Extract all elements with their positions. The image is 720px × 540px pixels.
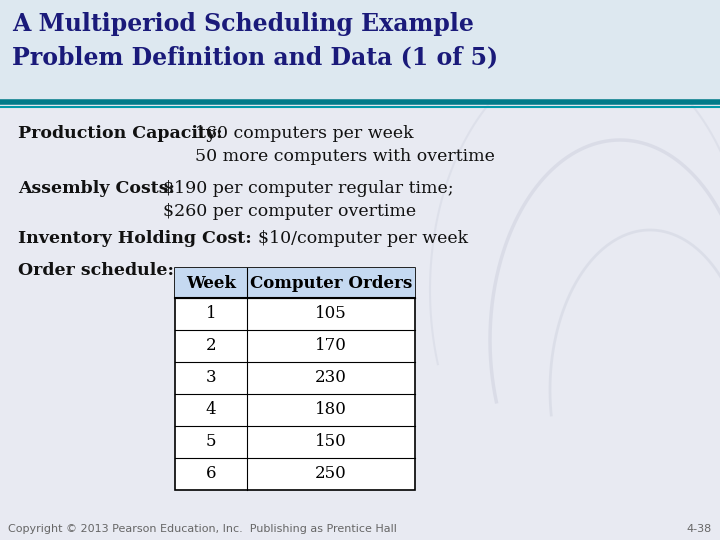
Text: 105: 105 [315, 306, 347, 322]
Text: 6: 6 [206, 465, 216, 483]
Text: 2: 2 [206, 338, 216, 354]
Text: 4-38: 4-38 [687, 524, 712, 534]
Text: 50 more computers with overtime: 50 more computers with overtime [195, 148, 495, 165]
Text: A Multiperiod Scheduling Example: A Multiperiod Scheduling Example [12, 12, 474, 36]
Text: 150: 150 [315, 434, 347, 450]
Text: 160 computers per week: 160 computers per week [195, 125, 413, 142]
Text: 4: 4 [206, 402, 216, 418]
Text: Inventory Holding Cost:: Inventory Holding Cost: [18, 230, 252, 247]
Text: $260 per computer overtime: $260 per computer overtime [163, 203, 416, 220]
Text: 1: 1 [206, 306, 216, 322]
Text: Order schedule:: Order schedule: [18, 262, 174, 279]
Text: 180: 180 [315, 402, 347, 418]
Text: Production Capacity:: Production Capacity: [18, 125, 222, 142]
Text: Copyright © 2013 Pearson Education, Inc.  Publishing as Prentice Hall: Copyright © 2013 Pearson Education, Inc.… [8, 524, 397, 534]
Text: Assembly Costs:: Assembly Costs: [18, 180, 175, 197]
Text: 230: 230 [315, 369, 347, 387]
Text: Problem Definition and Data (1 of 5): Problem Definition and Data (1 of 5) [12, 45, 498, 69]
Bar [175, 268, 415, 298]
Text: Week: Week [186, 274, 236, 292]
Text: 170: 170 [315, 338, 347, 354]
Bar [175, 268, 415, 490]
Text: $10/computer per week: $10/computer per week [258, 230, 468, 247]
Bar [0, 0, 720, 100]
Text: 250: 250 [315, 465, 347, 483]
Text: 3: 3 [206, 369, 216, 387]
Text: 5: 5 [206, 434, 216, 450]
Text: $190 per computer regular time;: $190 per computer regular time; [163, 180, 454, 197]
Text: Computer Orders: Computer Orders [250, 274, 412, 292]
